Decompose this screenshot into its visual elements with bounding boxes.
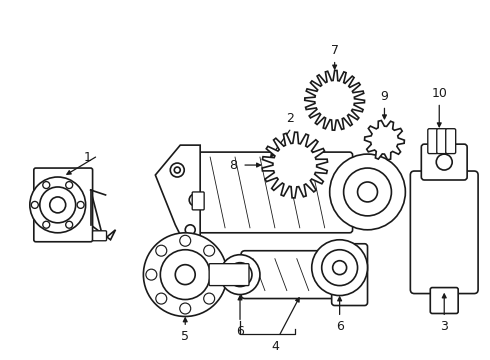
Circle shape xyxy=(146,269,157,280)
Circle shape xyxy=(175,265,195,285)
FancyBboxPatch shape xyxy=(430,288,458,314)
Circle shape xyxy=(40,187,75,223)
Circle shape xyxy=(312,240,368,296)
Circle shape xyxy=(160,250,210,300)
FancyBboxPatch shape xyxy=(332,244,368,306)
Circle shape xyxy=(66,221,73,228)
Polygon shape xyxy=(91,190,116,240)
FancyBboxPatch shape xyxy=(192,192,204,210)
Polygon shape xyxy=(262,132,327,198)
Circle shape xyxy=(30,177,86,233)
FancyBboxPatch shape xyxy=(428,129,438,154)
Circle shape xyxy=(185,225,195,235)
Text: 7: 7 xyxy=(331,44,339,57)
Circle shape xyxy=(204,245,215,256)
Circle shape xyxy=(43,221,50,228)
Circle shape xyxy=(156,245,167,256)
Circle shape xyxy=(204,293,215,304)
Circle shape xyxy=(43,181,50,189)
Circle shape xyxy=(189,194,201,206)
Text: 5: 5 xyxy=(181,330,189,343)
Circle shape xyxy=(228,263,252,287)
Circle shape xyxy=(379,135,390,145)
Circle shape xyxy=(330,154,405,230)
Text: 4: 4 xyxy=(271,340,279,353)
Circle shape xyxy=(214,269,224,280)
Circle shape xyxy=(358,182,377,202)
Text: 1: 1 xyxy=(84,150,92,163)
Circle shape xyxy=(31,201,38,208)
Text: 6: 6 xyxy=(236,325,244,338)
Polygon shape xyxy=(155,145,200,245)
Circle shape xyxy=(66,181,73,189)
Circle shape xyxy=(171,163,184,177)
FancyBboxPatch shape xyxy=(209,264,249,285)
Text: 2: 2 xyxy=(286,112,294,125)
Circle shape xyxy=(156,293,167,304)
Text: 6: 6 xyxy=(336,320,343,333)
Circle shape xyxy=(333,261,346,275)
Circle shape xyxy=(180,303,191,314)
FancyBboxPatch shape xyxy=(410,171,478,293)
Circle shape xyxy=(343,168,392,216)
Circle shape xyxy=(374,130,394,150)
Text: 8: 8 xyxy=(229,158,237,172)
FancyBboxPatch shape xyxy=(446,129,456,154)
Circle shape xyxy=(235,270,245,280)
Circle shape xyxy=(193,197,197,202)
FancyBboxPatch shape xyxy=(241,251,364,298)
Polygon shape xyxy=(305,71,365,130)
Circle shape xyxy=(220,255,260,294)
Polygon shape xyxy=(365,121,404,160)
FancyBboxPatch shape xyxy=(421,144,467,180)
Circle shape xyxy=(323,88,346,112)
Circle shape xyxy=(180,235,191,246)
Circle shape xyxy=(436,154,452,170)
Circle shape xyxy=(281,151,309,179)
Circle shape xyxy=(290,160,300,170)
Circle shape xyxy=(77,201,84,208)
Circle shape xyxy=(50,197,66,213)
Text: 9: 9 xyxy=(381,90,389,103)
Circle shape xyxy=(97,231,104,239)
FancyBboxPatch shape xyxy=(93,231,106,241)
Circle shape xyxy=(144,233,227,316)
Circle shape xyxy=(330,95,340,105)
Text: 10: 10 xyxy=(431,87,447,100)
Text: 3: 3 xyxy=(441,320,448,333)
Circle shape xyxy=(322,250,358,285)
FancyBboxPatch shape xyxy=(437,129,447,154)
Circle shape xyxy=(174,167,180,173)
FancyBboxPatch shape xyxy=(192,152,353,233)
FancyBboxPatch shape xyxy=(34,168,93,242)
